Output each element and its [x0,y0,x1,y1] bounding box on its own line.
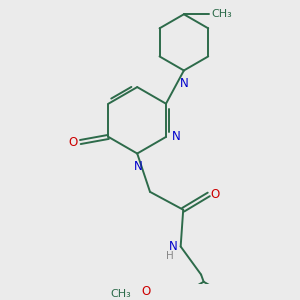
Text: N: N [172,130,181,143]
Text: N: N [169,240,178,253]
Text: CH₃: CH₃ [110,289,131,299]
Text: N: N [134,160,142,173]
Text: CH₃: CH₃ [212,9,232,19]
Text: O: O [68,136,77,148]
Text: O: O [141,285,150,298]
Text: O: O [211,188,220,201]
Text: H: H [166,251,173,261]
Text: N: N [179,76,188,90]
